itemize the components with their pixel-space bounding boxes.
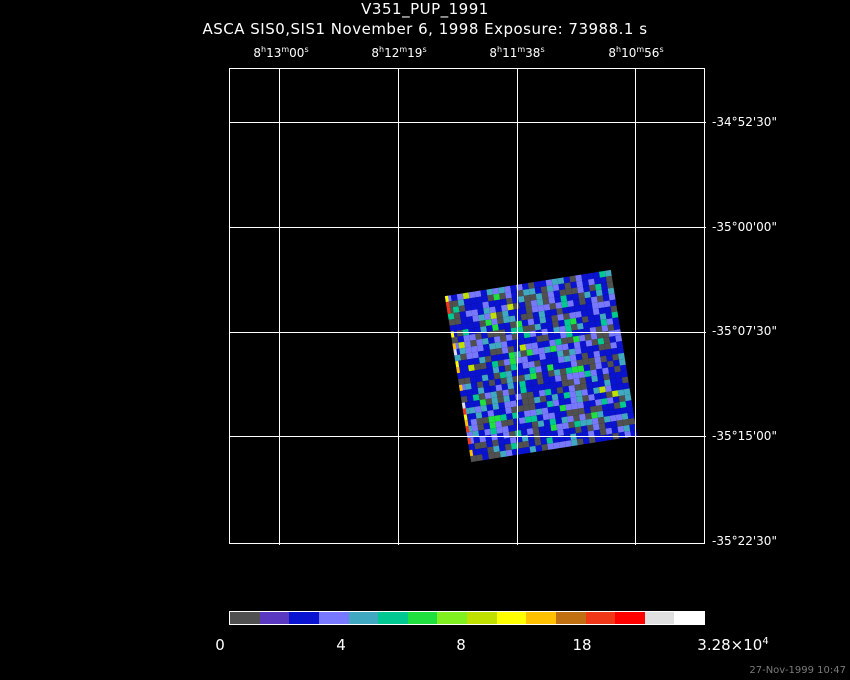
dec-tick-label: -35°22'30" (712, 534, 777, 548)
colorbar-segment (526, 612, 556, 624)
plot-title: V351_PUP_1991 (361, 0, 489, 18)
colorbar-segment (289, 612, 319, 624)
plot-subtitle: ASCA SIS0,SIS1 November 6, 1998 Exposure… (202, 20, 648, 38)
x-ray-image (444, 269, 638, 463)
colorbar-segment (230, 612, 260, 624)
dec-tick-label: -35°15'00" (712, 429, 777, 443)
colorbar-label: 3.28×104 (697, 636, 769, 654)
ra-tick-label: 8h12m19s (371, 45, 427, 60)
colorbar-label: 4 (336, 636, 346, 654)
colorbar-segment (348, 612, 379, 624)
colorbar-segment (378, 612, 408, 624)
colorbar-label: 18 (572, 636, 592, 654)
colorbar-segment (467, 612, 497, 624)
colorbar (229, 611, 705, 625)
colorbar-segment (585, 612, 616, 624)
colorbar-segment (674, 612, 704, 624)
colorbar-segment (615, 612, 645, 624)
detector-image (444, 269, 638, 463)
colorbar-segment (318, 612, 349, 624)
ra-tick-label: 8h13m00s (253, 45, 309, 60)
colorbar-segment (555, 612, 586, 624)
timestamp: 27-Nov-1999 10:47 (749, 665, 846, 676)
colorbar-label: 8 (456, 636, 466, 654)
dec-tick-label: -35°07'30" (712, 324, 777, 338)
image-plot-frame (229, 68, 706, 545)
coordinate-grid (230, 69, 706, 545)
dec-tick-label: -35°00'00" (712, 220, 777, 234)
ra-tick-label: 8h10m56s (608, 45, 664, 60)
colorbar-segment (644, 612, 675, 624)
colorbar-segment (437, 612, 467, 624)
dec-tick-label: -34°52'30" (712, 115, 777, 129)
colorbar-segment (496, 612, 527, 624)
colorbar-segment (259, 612, 290, 624)
ra-tick-label: 8h11m38s (489, 45, 545, 60)
colorbar-segment (407, 612, 438, 624)
colorbar-label: 0 (215, 636, 225, 654)
